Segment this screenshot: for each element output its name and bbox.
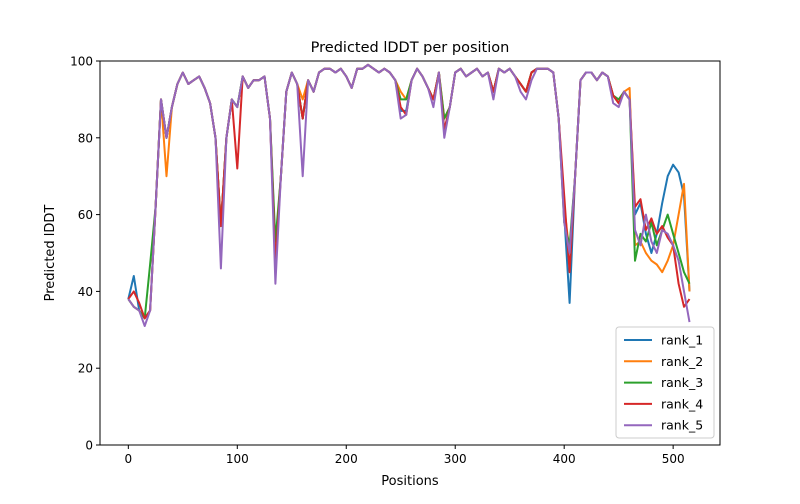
x-tick-label: 200	[335, 452, 358, 466]
legend-label-rank_2: rank_2	[661, 354, 703, 369]
y-axis-label: Predicted lDDT	[43, 205, 58, 302]
legend-label-rank_1: rank_1	[661, 333, 703, 348]
legend-box	[615, 326, 715, 439]
x-tick-label: 300	[444, 452, 467, 466]
y-tick-label: 60	[78, 208, 93, 222]
x-axis-label: Positions	[381, 474, 439, 489]
y-tick-label: 20	[78, 362, 93, 376]
series-line-rank_5	[127, 63, 691, 327]
legend-label-rank_3: rank_3	[661, 375, 703, 390]
y-tick-label: 100	[70, 55, 93, 69]
x-tick-label: 400	[553, 452, 576, 466]
legend-label-rank_4: rank_4	[661, 396, 703, 411]
x-tick-label: 100	[226, 452, 249, 466]
y-axis-ticks: 0 20 40 60 80 100	[70, 55, 100, 453]
legend: rank_1 rank_2 rank_3 rank_4 rank_5	[615, 326, 715, 439]
x-tick-label: 500	[662, 452, 685, 466]
x-axis-ticks: 0 100 200 300 400 500	[125, 445, 685, 466]
y-tick-label: 80	[78, 131, 93, 145]
x-tick-label: 0	[125, 452, 133, 466]
series-lines	[127, 63, 691, 327]
legend-label-rank_5: rank_5	[661, 418, 703, 433]
chart-title: Predicted lDDT per position	[311, 40, 510, 56]
y-tick-label: 0	[85, 439, 93, 453]
plot-area-frame	[99, 60, 721, 446]
y-tick-label: 40	[78, 285, 93, 299]
